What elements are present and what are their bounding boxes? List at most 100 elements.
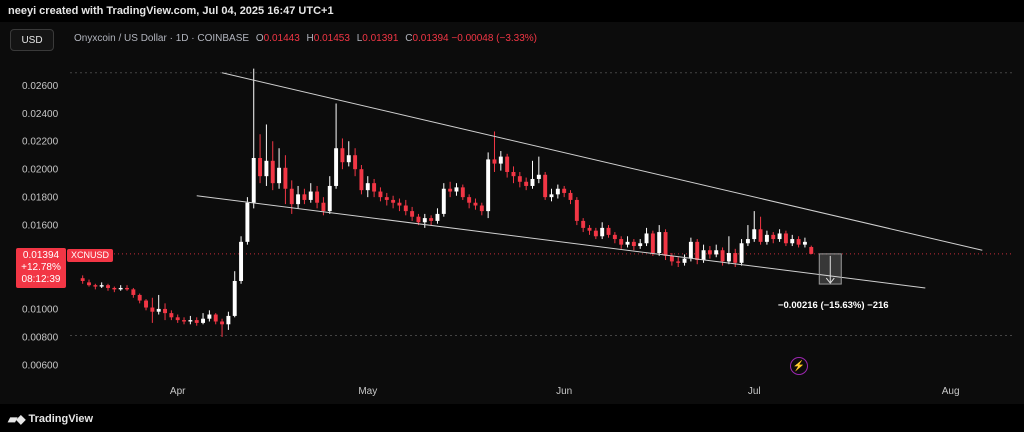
candle-body <box>226 315 231 325</box>
measure-label: −0.00216 (−15.63%) −216 <box>778 300 889 311</box>
candle-body <box>454 187 459 192</box>
candle-body <box>264 160 269 177</box>
candle-body <box>429 218 434 221</box>
candle-body <box>346 155 351 163</box>
trendline <box>221 72 983 251</box>
candles <box>80 68 814 337</box>
candle-body <box>581 220 586 228</box>
candle-body <box>296 194 301 205</box>
candle-body <box>688 241 693 259</box>
candle-body <box>486 159 491 212</box>
candle-body <box>695 241 700 261</box>
y-tick-label: 0.01800 <box>22 193 59 204</box>
open-value: 0.01443 <box>263 33 300 44</box>
candle-body <box>289 188 294 205</box>
last-change: +12.78% <box>21 262 61 273</box>
candle-body <box>188 320 193 322</box>
last-price: 0.01394 <box>22 250 60 261</box>
candle-body <box>99 285 104 287</box>
y-tick-label: 0.02000 <box>22 165 59 176</box>
candle-body <box>403 205 408 212</box>
high-value: 0.01453 <box>313 33 350 44</box>
change-value: −0.00048 (−3.33%) <box>451 33 538 44</box>
candle-body <box>530 178 535 186</box>
ohlc-legend: Onyxcoin / US Dollar · 1D · COINBASE O0.… <box>74 33 537 44</box>
candle-body <box>384 197 389 200</box>
low-label: L <box>356 33 363 44</box>
last-price-tag: 0.01394 +12.78% 08:12:39 <box>16 248 66 288</box>
candle-body <box>441 188 446 214</box>
candle-body <box>106 285 110 288</box>
symbol-title[interactable]: Onyxcoin / US Dollar · 1D · COINBASE <box>74 33 250 44</box>
tradingview-logo[interactable]: ▰◆ TradingView <box>8 412 93 426</box>
candle-body <box>524 181 529 186</box>
candle-body <box>790 239 795 244</box>
candle-body <box>239 241 244 281</box>
candle-body <box>644 233 649 244</box>
candle-body <box>232 280 237 316</box>
close-label: C <box>405 33 413 44</box>
trendline <box>196 195 926 289</box>
candle-body <box>752 229 757 240</box>
candle-body <box>308 191 313 200</box>
candle-body <box>182 320 187 322</box>
y-tick-label: 0.00800 <box>22 332 59 343</box>
candle-body <box>150 307 155 312</box>
candle-body <box>397 202 402 206</box>
candle-body <box>270 160 275 184</box>
candle-body <box>87 282 91 286</box>
candle-body <box>207 314 212 319</box>
candle-body <box>739 243 744 263</box>
candle-body <box>80 278 85 281</box>
candle-body <box>93 285 98 287</box>
y-tick-label: 0.00600 <box>22 360 59 371</box>
candle-body <box>764 234 769 242</box>
candle-body <box>391 199 396 203</box>
candle-body <box>137 294 142 301</box>
candle-body <box>125 287 129 290</box>
x-tick-label: Jun <box>556 386 572 397</box>
brand-name: TradingView <box>28 413 94 425</box>
candle-body <box>796 239 801 245</box>
candle-body <box>327 185 332 212</box>
candle-body <box>669 255 674 262</box>
x-tick-label: Apr <box>170 386 186 397</box>
y-tick-label: 0.01000 <box>22 304 59 315</box>
candle-body <box>619 239 624 245</box>
candle-body <box>802 241 807 245</box>
candle-body <box>334 148 339 186</box>
x-tick-label: Aug <box>942 386 960 397</box>
candle-body <box>676 261 681 263</box>
candle-body <box>517 176 522 182</box>
x-tick-label: May <box>358 386 377 397</box>
candle-body <box>194 320 199 323</box>
candle-body <box>365 183 370 191</box>
candle-body <box>302 194 307 200</box>
currency-button[interactable]: USD <box>10 29 54 51</box>
candle-body <box>682 258 687 263</box>
candle-body <box>169 313 174 318</box>
candle-body <box>163 308 167 314</box>
candle-body <box>625 241 630 245</box>
candle-body <box>353 155 358 170</box>
candle-body <box>492 159 497 164</box>
y-axis-labels: 0.006000.008000.010000.012000.014000.016… <box>22 81 59 371</box>
trendlines: −0.00216 (−15.63%) −216 <box>196 72 983 311</box>
measure-arrow-head <box>825 277 835 284</box>
flash-icon[interactable]: ⚡ <box>790 357 808 375</box>
y-tick-label: 0.02400 <box>22 109 59 120</box>
y-tick-label: 0.02200 <box>22 137 59 148</box>
candle-body <box>568 192 573 200</box>
candle-body <box>593 230 598 237</box>
candle-body <box>638 243 643 247</box>
candle-body <box>315 191 320 203</box>
candle-body <box>809 247 814 254</box>
candle-body <box>758 229 763 242</box>
candle-body <box>131 289 136 295</box>
candle-body <box>118 287 123 290</box>
candle-body <box>175 317 180 321</box>
high-label: H <box>306 33 314 44</box>
candle-body <box>657 232 662 254</box>
candle-body <box>498 156 503 164</box>
